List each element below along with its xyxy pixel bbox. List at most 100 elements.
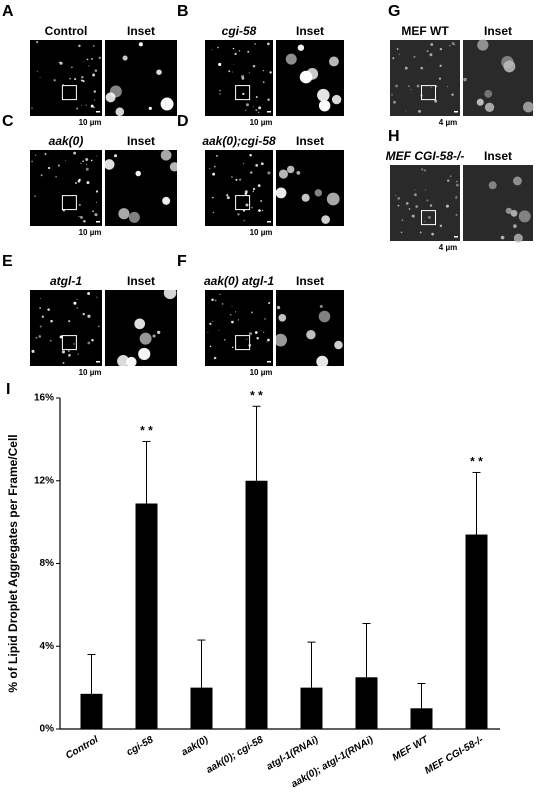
lipid-droplet (421, 168, 424, 171)
lipid-droplet (67, 350, 70, 352)
lipid-droplet (49, 339, 52, 342)
lipid-droplet (404, 66, 408, 70)
lipid-droplet (36, 70, 38, 72)
lipid-droplet (401, 219, 404, 221)
lipid-droplet (38, 335, 42, 338)
lipid-droplet (500, 235, 505, 240)
lipid-droplet (86, 163, 88, 165)
lipid-droplet (88, 65, 90, 67)
inset-box (235, 85, 251, 101)
lipid-droplet (260, 162, 264, 166)
lipid-droplet (254, 43, 256, 45)
lipid-droplet (239, 178, 242, 181)
lipid-droplet (213, 165, 216, 168)
lipid-droplet (431, 232, 435, 236)
lipid-droplet (285, 53, 297, 65)
lipid-droplet (94, 213, 98, 217)
lipid-droplet (250, 311, 253, 314)
y-tick-label: 4% (40, 641, 55, 652)
lipid-droplet (488, 181, 497, 190)
lipid-droplet (415, 205, 419, 208)
lipid-droplet (513, 233, 523, 243)
lipid-droplet (242, 92, 245, 96)
bar (135, 503, 158, 729)
inset-box (235, 335, 251, 351)
lipid-droplet (86, 181, 90, 185)
panel-title: aak(0) atgl-1 (204, 274, 274, 288)
scale-bar (96, 111, 100, 113)
inset-box (61, 195, 77, 211)
lipid-droplet (209, 345, 212, 348)
lipid-droplet (245, 109, 247, 111)
lipid-droplet (455, 183, 459, 187)
lipid-droplet (269, 71, 272, 74)
panel-title: cgi-58 (222, 24, 257, 38)
lipid-droplet (122, 55, 128, 61)
lipid-droplet (321, 215, 330, 224)
lipid-droplet (34, 195, 36, 197)
scale-bar (267, 361, 271, 363)
lipid-droplet (513, 176, 522, 186)
lipid-droplet (439, 64, 442, 68)
lipid-droplet (254, 331, 258, 334)
lipid-droplet (44, 153, 47, 156)
lipid-droplet (232, 47, 235, 50)
lipid-droplet (62, 84, 64, 86)
inset-title: Inset (127, 134, 155, 148)
lipid-droplet (156, 69, 162, 75)
scale-bar (96, 361, 100, 363)
lipid-droplet (169, 162, 180, 172)
lipid-droplet (95, 190, 99, 193)
lipid-droplet (278, 169, 289, 179)
lipid-droplet (96, 296, 98, 298)
lipid-droplet (258, 111, 260, 113)
lipid-droplet (36, 40, 39, 44)
lipid-droplet (162, 196, 171, 205)
lipid-droplet (275, 187, 287, 199)
lipid-droplet (229, 313, 232, 316)
lipid-droplet (74, 78, 77, 81)
lipid-droplet (78, 178, 81, 182)
lipid-droplet (80, 79, 83, 82)
x-tick-label: aak(0) (180, 734, 211, 758)
lipid-droplet (319, 304, 323, 308)
lipid-droplet (207, 331, 209, 333)
inset-image (276, 150, 344, 226)
lipid-droplet (317, 88, 330, 102)
lipid-droplet (134, 318, 146, 330)
lipid-droplet (115, 107, 125, 117)
lipid-droplet (87, 314, 91, 318)
lipid-droplet (92, 210, 94, 212)
lipid-droplet (80, 215, 83, 219)
lipid-droplet (228, 70, 231, 73)
lipid-droplet (439, 47, 443, 51)
lipid-droplet (73, 343, 75, 345)
lipid-droplet (39, 325, 42, 328)
scale-bar (454, 111, 458, 113)
lipid-droplet (160, 97, 174, 111)
lipid-droplet (163, 286, 177, 300)
lipid-droplet (217, 46, 219, 49)
lipid-droplet (262, 81, 265, 84)
lipid-droplet (218, 329, 220, 331)
lipid-droplet (234, 52, 237, 56)
lipid-droplet (231, 346, 234, 349)
lipid-droplet (449, 44, 451, 47)
lipid-droplet (408, 85, 410, 87)
lipid-droplet (455, 213, 458, 216)
lipid-droplet (212, 172, 216, 176)
lipid-droplet (76, 298, 78, 300)
lipid-droplet (396, 48, 399, 50)
inset-title: Inset (296, 274, 324, 288)
lipid-droplet (71, 66, 73, 69)
lipid-droplet (80, 162, 82, 164)
y-tick-label: 12% (34, 475, 54, 486)
lipid-droplet (484, 89, 493, 98)
lipid-droplet (109, 85, 122, 98)
lipid-droplet (261, 330, 262, 332)
lipid-droplet (276, 305, 281, 310)
scale-bar (267, 221, 271, 223)
panel-title: MEF WT (401, 24, 449, 38)
lipid-droplet (76, 307, 79, 309)
lipid-droplet (87, 291, 91, 295)
